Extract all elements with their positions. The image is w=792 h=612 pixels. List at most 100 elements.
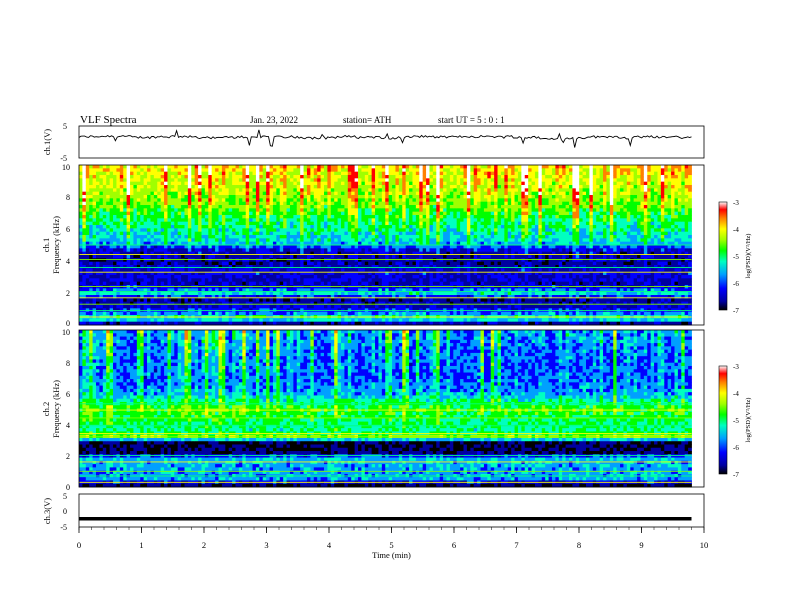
spectrogram-cell: [266, 248, 270, 252]
spectrogram-cell: [256, 225, 260, 229]
spectrogram-cell: [256, 305, 260, 309]
spectrogram-cell: [249, 218, 253, 222]
spectrogram-cell: [89, 208, 93, 212]
spectrogram-cell: [198, 165, 202, 169]
spectrogram-cell: [205, 188, 209, 192]
spectrogram-cell: [99, 275, 103, 279]
spectrogram-cell: [181, 318, 185, 322]
spectrogram-cell: [293, 182, 297, 186]
ch1-spectrogram-panel: 0 2 4 6 8 10 ch.1 Frequency (kHz): [41, 163, 704, 328]
spectrogram-cell: [290, 208, 294, 212]
spectrogram-cell: [205, 222, 209, 226]
spectrogram-cell: [208, 268, 212, 272]
spectrogram-cell: [259, 278, 263, 282]
spectrogram-cell: [208, 165, 212, 169]
spectrogram-cell: [82, 282, 86, 286]
spectrogram-cell: [147, 188, 151, 192]
spectrogram-cell: [113, 275, 117, 279]
ch1-ytick-top: 5: [63, 122, 67, 131]
spectrogram-cell: [208, 205, 212, 209]
spectrogram-cell: [144, 202, 148, 206]
spectrogram-cell: [140, 312, 144, 316]
spectrogram-cell: [140, 268, 144, 272]
spectrogram-cell: [171, 202, 175, 206]
spectrogram-cell: [120, 282, 124, 286]
spectrogram-cell: [195, 192, 199, 196]
spectrogram-cell: [195, 278, 199, 282]
figure-header: VLF Spectra Jan. 23, 2022 station= ATH s…: [80, 114, 505, 126]
spectrogram-cell: [130, 175, 134, 179]
spectrogram-cell: [290, 312, 294, 316]
spectrogram-cell: [110, 165, 114, 169]
spectrogram-cell: [130, 258, 134, 262]
spectrogram-cell: [154, 228, 158, 232]
spectrogram-cell: [147, 262, 151, 266]
spectrogram-cell: [287, 188, 291, 192]
spectrogram-cell: [106, 282, 110, 286]
spectrogram-cell: [167, 172, 171, 176]
spectrogram-cell: [290, 178, 294, 182]
spectrogram-cell: [113, 255, 117, 259]
spectrogram-cell: [110, 245, 114, 249]
spectrogram-cell: [219, 258, 223, 262]
spectrogram-cell: [86, 202, 90, 206]
spectrogram-cell: [106, 208, 110, 212]
spectrogram-cell: [93, 258, 97, 262]
spectrogram-cell: [256, 178, 260, 182]
spectrogram-cell: [239, 168, 243, 172]
spectrogram-cell: [96, 205, 100, 209]
spectrogram-cell: [127, 212, 131, 216]
spectrogram-cell: [293, 255, 297, 259]
spectrogram-cell: [79, 202, 83, 206]
spectrogram-cell: [198, 188, 202, 192]
spectrogram-cell: [215, 305, 219, 309]
spectrogram-cell: [222, 202, 226, 206]
spectrogram-cell: [283, 225, 287, 229]
spectrogram-cell: [150, 205, 154, 209]
spectrogram-cell: [283, 182, 287, 186]
spectrogram-cell: [178, 192, 182, 196]
spectrogram-cell: [232, 228, 236, 232]
spectrogram-cell: [256, 262, 260, 266]
spectrogram-cell: [202, 192, 206, 196]
spectrogram-cell: [116, 238, 120, 242]
spectrogram-cell: [287, 185, 291, 189]
spectrogram-cell: [198, 178, 202, 182]
spectrogram-cell: [280, 255, 284, 259]
spectrogram-cell: [103, 275, 107, 279]
spectrogram-cell: [184, 198, 188, 202]
spectrogram-cell: [222, 232, 226, 236]
spectrogram-cell: [150, 222, 154, 226]
spectrogram-cell: [184, 182, 188, 186]
spectrogram-cell: [144, 198, 148, 202]
spectrogram-cell: [287, 232, 291, 236]
spectrogram-cell: [212, 205, 216, 209]
spectrogram-cell: [188, 195, 192, 199]
spectrogram-cell: [249, 232, 253, 236]
spectrogram-cell: [116, 292, 120, 296]
spectrogram-cell: [236, 312, 240, 316]
spectrogram-cell: [239, 265, 243, 269]
spectrogram-cell: [113, 235, 117, 239]
spectrogram-cell: [283, 312, 287, 316]
spectrogram-cell: [178, 258, 182, 262]
spectrogram-cell: [270, 312, 274, 316]
spectrogram-cell: [150, 302, 154, 306]
spectrogram-cell: [86, 195, 90, 199]
spectrogram-cell: [229, 262, 233, 266]
spectrogram-cell: [239, 262, 243, 266]
spectrogram-cell: [93, 292, 97, 296]
spectrogram-cell: [113, 168, 117, 172]
spectrogram-cell: [113, 232, 117, 236]
spectrogram-cell: [147, 268, 151, 272]
spectrogram-cell: [188, 278, 192, 282]
spectrogram-cell: [246, 298, 250, 302]
spectrogram-cell: [167, 202, 171, 206]
spectrogram-cell: [184, 312, 188, 316]
spectrogram-cell: [99, 218, 103, 222]
spectrogram-cell: [184, 292, 188, 296]
spectrogram-cell: [157, 182, 161, 186]
spectrogram-cell: [99, 222, 103, 226]
spectrogram-cell: [93, 232, 97, 236]
spectrogram-cell: [99, 262, 103, 266]
